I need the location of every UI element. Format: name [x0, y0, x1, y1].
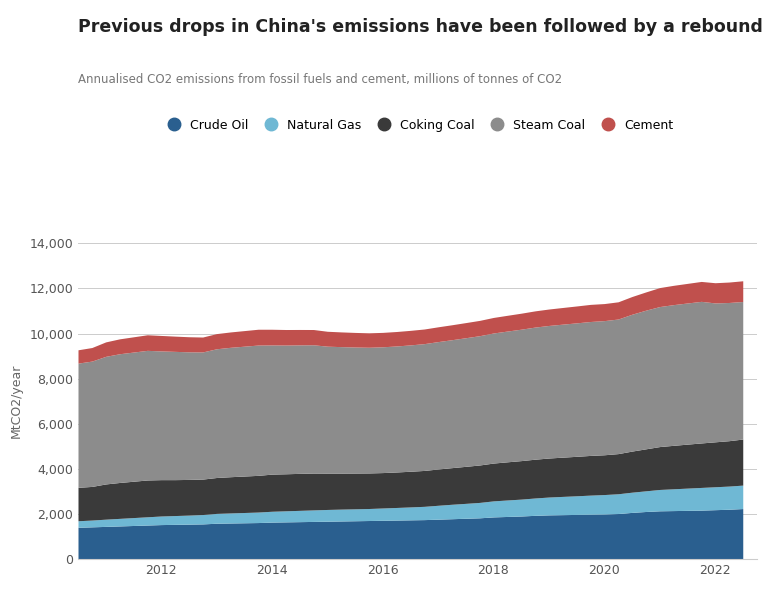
Text: Previous drops in China's emissions have been followed by a rebound: Previous drops in China's emissions have… [78, 18, 763, 36]
Legend: Crude Oil, Natural Gas, Coking Coal, Steam Coal, Cement: Crude Oil, Natural Gas, Coking Coal, Ste… [156, 114, 679, 137]
Text: Annualised CO2 emissions from fossil fuels and cement, millions of tonnes of CO2: Annualised CO2 emissions from fossil fue… [78, 73, 562, 86]
Y-axis label: MtCO2/year: MtCO2/year [9, 364, 23, 438]
